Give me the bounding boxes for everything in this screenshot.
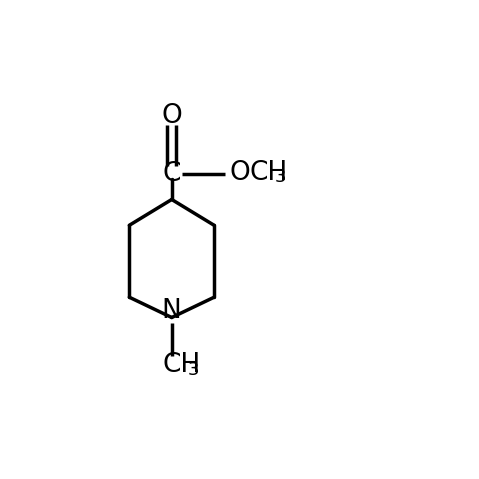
Text: CH: CH: [162, 353, 201, 378]
Text: 3: 3: [274, 168, 286, 186]
Text: O: O: [230, 160, 251, 185]
Text: CH: CH: [249, 160, 287, 185]
Text: 3: 3: [188, 361, 199, 379]
Text: O: O: [161, 103, 182, 129]
Text: C: C: [162, 160, 181, 187]
Text: N: N: [162, 298, 182, 324]
